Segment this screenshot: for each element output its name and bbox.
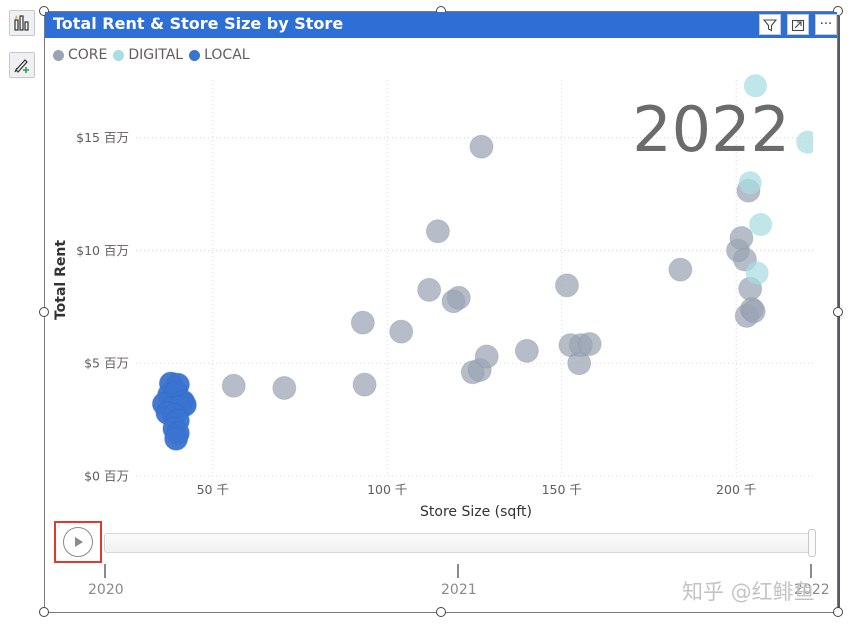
legend: CORE DIGITAL LOCAL	[53, 47, 256, 63]
play-icon	[75, 537, 83, 547]
resize-handle-left[interactable]	[39, 307, 49, 317]
more-options-icon: ···	[819, 17, 833, 32]
resize-handle-top-right[interactable]	[833, 6, 843, 16]
legend-item-digital[interactable]: DIGITAL	[113, 47, 183, 63]
play-axis-tick	[457, 564, 459, 578]
format-brush-icon	[14, 59, 29, 73]
play-axis-tick-label[interactable]: 2022	[794, 582, 830, 598]
play-axis-tick-label[interactable]: 2020	[88, 582, 124, 598]
play-axis-slider[interactable]	[104, 533, 814, 553]
legend-label: LOCAL	[204, 47, 250, 63]
play-button-circle	[63, 527, 93, 557]
legend-swatch	[189, 49, 201, 61]
filter-icon	[763, 18, 777, 31]
play-axis-tick	[810, 564, 812, 578]
bar-chart-icon	[14, 15, 29, 31]
more-options-button[interactable]: ···	[815, 14, 837, 35]
visual-title: Total Rent & Store Size by Store	[53, 14, 344, 33]
filter-button[interactable]	[759, 14, 781, 35]
watermark-text: 知乎 @红鲱鱼	[682, 580, 815, 604]
resize-handle-bottom-left[interactable]	[39, 607, 49, 617]
legend-item-core[interactable]: CORE	[53, 47, 107, 63]
resize-handle-bottom-right[interactable]	[833, 607, 843, 617]
resize-handle-right[interactable]	[833, 307, 843, 317]
legend-label: DIGITAL	[128, 47, 184, 63]
legend-swatch	[113, 49, 125, 61]
bar-chart-toggle-button[interactable]	[9, 10, 35, 36]
visual-header: Total Rent & Store Size by Store ···	[45, 12, 837, 38]
resize-handle-top-left[interactable]	[39, 6, 49, 16]
play-axis-tick-label[interactable]: 2021	[441, 582, 477, 598]
focus-mode-icon	[791, 19, 805, 31]
resize-handle-bottom[interactable]	[436, 607, 446, 617]
play-axis-tick	[104, 564, 106, 578]
visual-container[interactable]	[44, 11, 838, 613]
format-visual-button[interactable]	[9, 52, 35, 78]
play-button[interactable]	[54, 521, 102, 563]
legend-label: CORE	[68, 47, 108, 63]
play-axis-slider-thumb[interactable]	[808, 529, 816, 557]
legend-item-local[interactable]: LOCAL	[189, 47, 250, 63]
legend-swatch	[53, 49, 64, 61]
focus-mode-button[interactable]	[787, 14, 809, 35]
